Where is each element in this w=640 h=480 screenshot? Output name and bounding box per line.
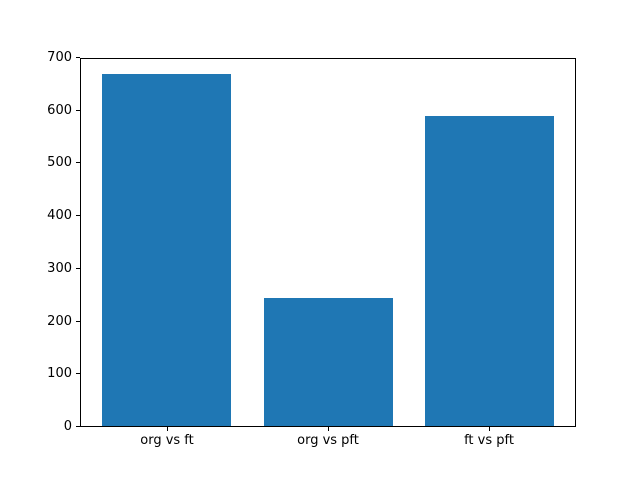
y-tick-label: 300 xyxy=(47,260,72,276)
y-tick-label: 500 xyxy=(47,155,72,171)
y-tick-mark xyxy=(76,321,80,322)
plot-area xyxy=(80,58,576,427)
y-tick-mark xyxy=(76,57,80,58)
bar xyxy=(102,74,231,427)
y-tick-mark xyxy=(76,215,80,216)
y-tick-mark xyxy=(76,426,80,427)
x-tick-label: org vs ft xyxy=(140,433,194,448)
y-tick-mark xyxy=(76,110,80,111)
y-tick-label: 0 xyxy=(63,419,72,434)
x-tick-mark xyxy=(328,427,329,431)
y-tick-label: 400 xyxy=(47,208,72,224)
y-tick-label: 100 xyxy=(47,366,72,382)
y-tick-label: 700 xyxy=(47,50,72,65)
y-tick-mark xyxy=(76,373,80,374)
x-tick-label: ft vs pft xyxy=(464,433,514,448)
x-tick-mark xyxy=(489,427,490,431)
x-tick-label: org vs pft xyxy=(297,433,359,448)
x-tick-mark xyxy=(167,427,168,431)
y-tick-label: 600 xyxy=(47,102,72,118)
y-tick-mark xyxy=(76,162,80,163)
bar xyxy=(264,298,393,427)
bar xyxy=(425,116,554,427)
y-tick-label: 200 xyxy=(47,313,72,329)
y-tick-mark xyxy=(76,268,80,269)
